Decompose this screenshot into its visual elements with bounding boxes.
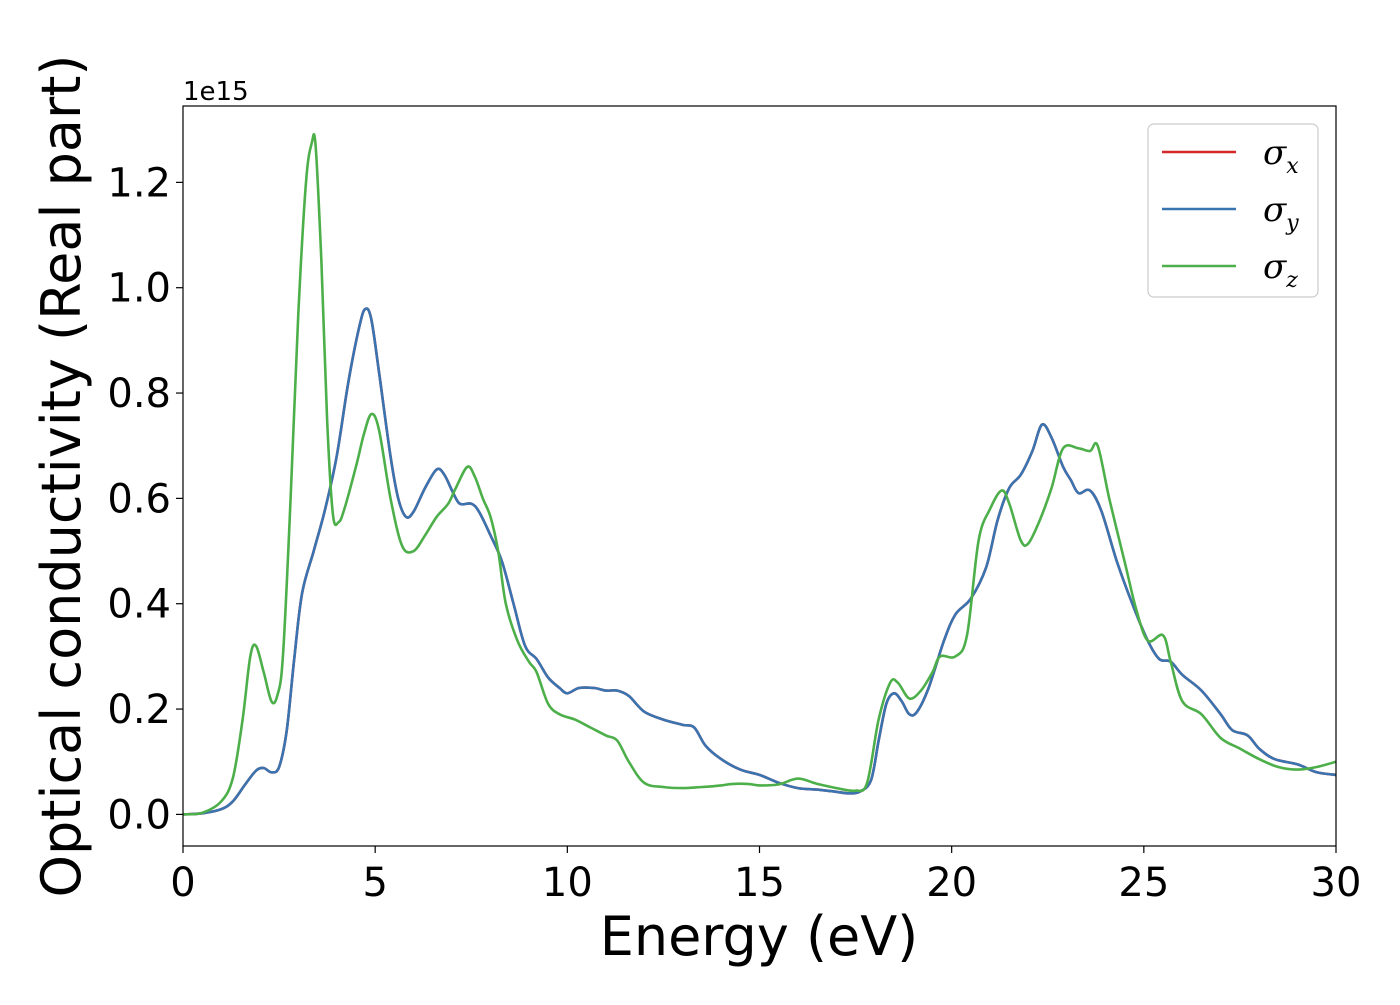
y-tick-label: 0.8 <box>107 371 171 417</box>
legend-subscript: z <box>1285 268 1298 293</box>
x-axis-label: Energy (eV) <box>600 905 919 968</box>
series-line-x <box>183 307 1336 816</box>
y-tick-label: 0.0 <box>107 792 171 838</box>
legend-subscript: y <box>1285 211 1299 236</box>
y-axis-offset-label: 1e15 <box>183 77 249 107</box>
y-axis: 0.0 0.2 0.4 0.6 0.8 1.0 1.2 <box>107 160 183 838</box>
y-tick-label: 0.4 <box>107 582 171 628</box>
legend-label-z: σz <box>1263 247 1298 293</box>
y-tick-label: 0.6 <box>107 476 171 522</box>
y-tick-label: 1.2 <box>107 160 171 206</box>
x-tick-label: 15 <box>734 860 785 906</box>
legend-symbol: σ <box>1263 190 1287 230</box>
x-tick-label: 5 <box>362 860 387 906</box>
y-tick-label: 1.0 <box>107 266 171 312</box>
x-tick-label: 10 <box>542 860 593 906</box>
y-axis-label: Optical conductivity (Real part) <box>30 55 93 898</box>
x-tick-label: 20 <box>926 860 977 906</box>
legend-symbol: σ <box>1263 247 1287 287</box>
legend-symbol: σ <box>1263 133 1287 173</box>
x-tick-label: 25 <box>1118 860 1169 906</box>
x-axis: 0 5 10 15 20 25 30 <box>170 846 1361 906</box>
legend-subscript: x <box>1286 154 1299 179</box>
series-layer <box>183 133 1336 816</box>
legend-label-x: σx <box>1263 133 1299 179</box>
legend-frame <box>1147 123 1319 298</box>
legend-label-y: σy <box>1263 190 1299 236</box>
y-tick-label: 0.2 <box>107 687 171 733</box>
x-tick-label: 0 <box>170 860 195 906</box>
series-line-z <box>183 133 1336 816</box>
series-line-y <box>183 307 1336 816</box>
x-tick-label: 30 <box>1311 860 1362 906</box>
